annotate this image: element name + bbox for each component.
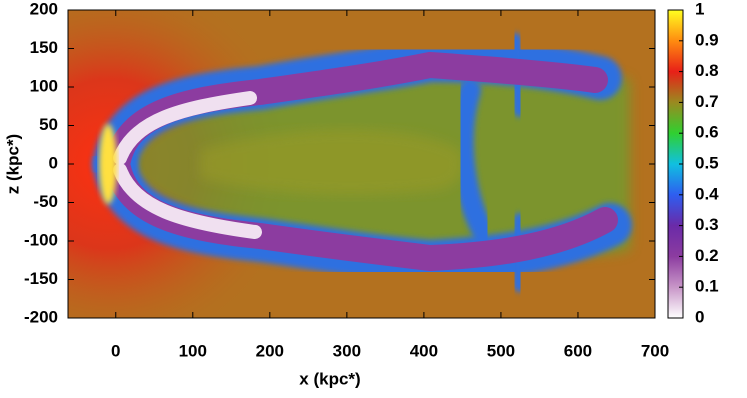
x-tick-label: 200 (256, 341, 284, 360)
y-tick-label: 0 (49, 153, 58, 172)
colorbar-tick-label: 0.1 (695, 277, 719, 296)
x-tick-label: 700 (641, 341, 669, 360)
y-tick-label: -50 (33, 192, 58, 211)
x-tick-label: 600 (564, 341, 592, 360)
x-axis-label: x (kpc*) (299, 369, 360, 388)
y-tick-label: -200 (24, 307, 58, 326)
x-tick-label: 300 (333, 341, 361, 360)
colorbar-tick-label: 1 (695, 0, 704, 18)
y-tick-label: 200 (30, 0, 58, 18)
x-tick-label: 500 (487, 341, 515, 360)
x-tick-label: 100 (179, 341, 207, 360)
y-tick-label: -150 (24, 269, 58, 288)
y-tick-label: 100 (30, 76, 58, 95)
colorbar-tick-label: 0 (695, 307, 704, 326)
y-tick-label: -100 (24, 230, 58, 249)
colorbar-tick-label: 0.2 (695, 246, 719, 265)
y-axis-label: z (kpc*) (3, 134, 22, 194)
colorbar-tick-label: 0.6 (695, 123, 719, 142)
colorbar-tick-label: 0.5 (695, 153, 719, 172)
y-tick-label: 50 (39, 115, 58, 134)
colorbar-tick-label: 0.9 (695, 30, 719, 49)
x-tick-label: 0 (111, 341, 120, 360)
field-image (68, 10, 655, 318)
colorbar-tick-label: 0.7 (695, 92, 719, 111)
y-tick-label: 150 (30, 38, 58, 57)
colorbar-tick-label: 0.8 (695, 61, 719, 80)
colorbar-tick-label: 0.4 (695, 184, 719, 203)
colorbar-tick-label: 0.3 (695, 215, 719, 234)
x-tick-label: 400 (410, 341, 438, 360)
